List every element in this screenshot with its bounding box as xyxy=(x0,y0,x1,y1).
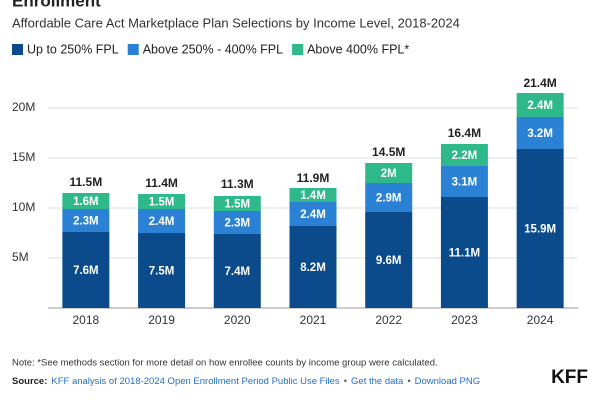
separator: • xyxy=(344,376,347,387)
data-label: 15.9M xyxy=(524,224,556,236)
bar-segment xyxy=(289,202,337,226)
source-label: Source: xyxy=(12,376,47,387)
legend-swatch xyxy=(127,44,139,55)
bar-segment xyxy=(213,211,261,234)
bar-segment xyxy=(62,209,110,232)
total-label: 11.5M xyxy=(70,175,103,189)
x-tick-label: 2022 xyxy=(375,313,402,327)
data-label: 1.5M xyxy=(224,199,250,211)
bar-segment xyxy=(62,232,110,308)
bar-segment xyxy=(289,226,337,308)
data-label: 7.4M xyxy=(224,266,250,278)
source-link[interactable]: Get the data xyxy=(351,376,404,387)
data-label: 2.4M xyxy=(149,216,175,228)
data-label: 2.4M xyxy=(527,100,553,112)
data-label: 2M xyxy=(381,168,397,180)
x-tick-label: 2023 xyxy=(451,313,478,327)
total-label: 11.3M xyxy=(221,177,254,191)
bar-segment xyxy=(516,117,564,149)
data-label: 3.1M xyxy=(452,177,478,189)
data-label: 2.9M xyxy=(376,193,402,205)
legend-swatch xyxy=(12,44,23,55)
data-label: 1.6M xyxy=(73,196,99,208)
x-tick-label: 2024 xyxy=(527,313,554,327)
y-tick-label: 20M xyxy=(12,100,35,114)
x-tick-label: 2019 xyxy=(148,313,175,327)
bar-segment xyxy=(516,149,564,308)
data-label: 3.2M xyxy=(527,128,553,140)
legend-label: Above 400% FPL* xyxy=(307,42,409,56)
bar-segment xyxy=(138,194,186,209)
y-tick-label: 5M xyxy=(12,250,29,264)
logo: KFF xyxy=(551,367,588,388)
y-tick-label: 15M xyxy=(12,150,35,164)
data-label: 9.6M xyxy=(376,255,402,267)
data-label: 7.6M xyxy=(73,265,99,277)
note: Note: *See methods section for more deta… xyxy=(12,358,438,369)
bar-segment xyxy=(213,196,261,211)
y-tick-label: 10M xyxy=(12,200,35,214)
bar-segment xyxy=(365,163,413,183)
chart-subtitle: Affordable Care Act Marketplace Plan Sel… xyxy=(12,15,460,30)
data-label: 2.3M xyxy=(224,218,250,230)
total-label: 11.9M xyxy=(297,171,330,185)
data-label: 11.1M xyxy=(449,248,480,260)
total-label: 11.4M xyxy=(145,176,178,190)
data-label: 7.5M xyxy=(149,266,175,278)
data-label: 2.2M xyxy=(452,150,478,162)
chart-title: Enrollment xyxy=(12,0,101,10)
source-link[interactable]: KFF analysis of 2018-2024 Open Enrollmen… xyxy=(51,376,340,387)
bar-segment xyxy=(62,193,110,209)
bar-segment xyxy=(440,144,488,166)
total-label: 21.4M xyxy=(523,76,556,90)
data-label: 2.4M xyxy=(300,209,326,221)
legend-label: Up to 250% FPL xyxy=(27,42,119,56)
bar-segment xyxy=(365,183,413,212)
source: Source: KFF analysis of 2018-2024 Open En… xyxy=(12,376,480,387)
bar-segment xyxy=(516,93,564,117)
bar-segment xyxy=(138,209,186,233)
total-label: 16.4M xyxy=(448,126,481,140)
source-link[interactable]: Download PNG xyxy=(415,376,480,387)
legend-swatch xyxy=(292,44,304,55)
bar-segment xyxy=(138,233,186,308)
legend-label: Above 250% - 400% FPL xyxy=(143,42,283,56)
bar-segment xyxy=(289,188,337,202)
bar-segment xyxy=(440,197,488,308)
bar-segment xyxy=(440,166,488,197)
x-tick-label: 2018 xyxy=(73,313,100,327)
separator: • xyxy=(407,376,410,387)
x-tick-label: 2021 xyxy=(300,313,327,327)
data-label: 1.4M xyxy=(300,190,326,202)
bar-segment xyxy=(365,212,413,308)
data-label: 1.5M xyxy=(149,197,175,209)
data-label: 8.2M xyxy=(300,262,326,274)
bar-segment xyxy=(213,234,261,308)
total-label: 14.5M xyxy=(372,145,405,159)
data-label: 2.3M xyxy=(73,216,99,228)
x-tick-label: 2020 xyxy=(224,313,251,327)
